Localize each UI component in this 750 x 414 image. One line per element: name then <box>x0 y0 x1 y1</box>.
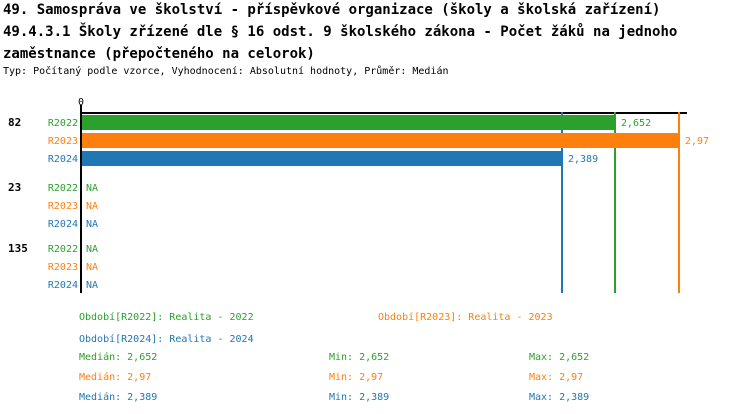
bar <box>82 133 679 148</box>
chart-subtitle: Typ: Počítaný podle vzorce, Vyhodnocení:… <box>3 66 449 77</box>
na-value-label: NA <box>86 183 99 194</box>
series-label: R2022 <box>47 118 78 129</box>
bar-group-label: 23 <box>8 181 22 194</box>
bar <box>82 151 562 166</box>
series-label: R2024 <box>47 280 78 291</box>
bar-value-label: 2,97 <box>685 136 710 147</box>
na-value-label: NA <box>86 219 99 230</box>
series-label: R2022 <box>47 244 78 255</box>
series-label: R2022 <box>47 183 78 194</box>
stat-min-label: Min: 2,97 <box>329 372 384 383</box>
na-value-label: NA <box>86 262 99 273</box>
stat-min-label: Min: 2,652 <box>329 352 390 363</box>
bar-group-label: 82 <box>8 116 22 129</box>
chart-title-line-3: zaměstnance (přepočteného na celorok) <box>3 46 315 62</box>
bar-value-label: 2,389 <box>568 154 599 165</box>
stat-max-label: Max: 2,389 <box>529 392 590 403</box>
na-value-label: NA <box>86 280 99 291</box>
bar <box>82 115 615 130</box>
x-axis-zero-tick-label: 0 <box>77 97 85 108</box>
top-axis-line <box>80 112 687 114</box>
legend-period-label: Období[R2023]: Realita - 2023 <box>378 312 553 323</box>
series-label: R2024 <box>47 154 78 165</box>
legend-period-label: Období[R2022]: Realita - 2022 <box>79 312 254 323</box>
series-label: R2024 <box>47 219 78 230</box>
y-axis-line <box>80 105 82 293</box>
chart-title-line-1: 49. Samospráva ve školství - příspěvkové… <box>3 2 661 18</box>
value-reference-line <box>614 112 617 293</box>
stat-median-label: Medián: 2,389 <box>79 392 158 403</box>
stat-max-label: Max: 2,97 <box>529 372 584 383</box>
stat-min-label: Min: 2,389 <box>329 392 390 403</box>
stat-median-label: Medián: 2,652 <box>79 352 158 363</box>
series-label: R2023 <box>47 136 78 147</box>
chart-title-line-2: 49.4.3.1 Školy zřízené dle § 16 odst. 9 … <box>3 24 678 40</box>
value-reference-line <box>677 112 680 293</box>
stat-median-label: Medián: 2,97 <box>79 372 152 383</box>
series-label: R2023 <box>47 262 78 273</box>
na-value-label: NA <box>86 244 99 255</box>
value-reference-line <box>561 112 564 293</box>
bar-value-label: 2,652 <box>621 118 652 129</box>
series-label: R2023 <box>47 201 78 212</box>
stat-max-label: Max: 2,652 <box>529 352 590 363</box>
bar-group-label: 135 <box>8 242 28 255</box>
legend-period-label: Období[R2024]: Realita - 2024 <box>79 334 254 345</box>
na-value-label: NA <box>86 201 99 212</box>
